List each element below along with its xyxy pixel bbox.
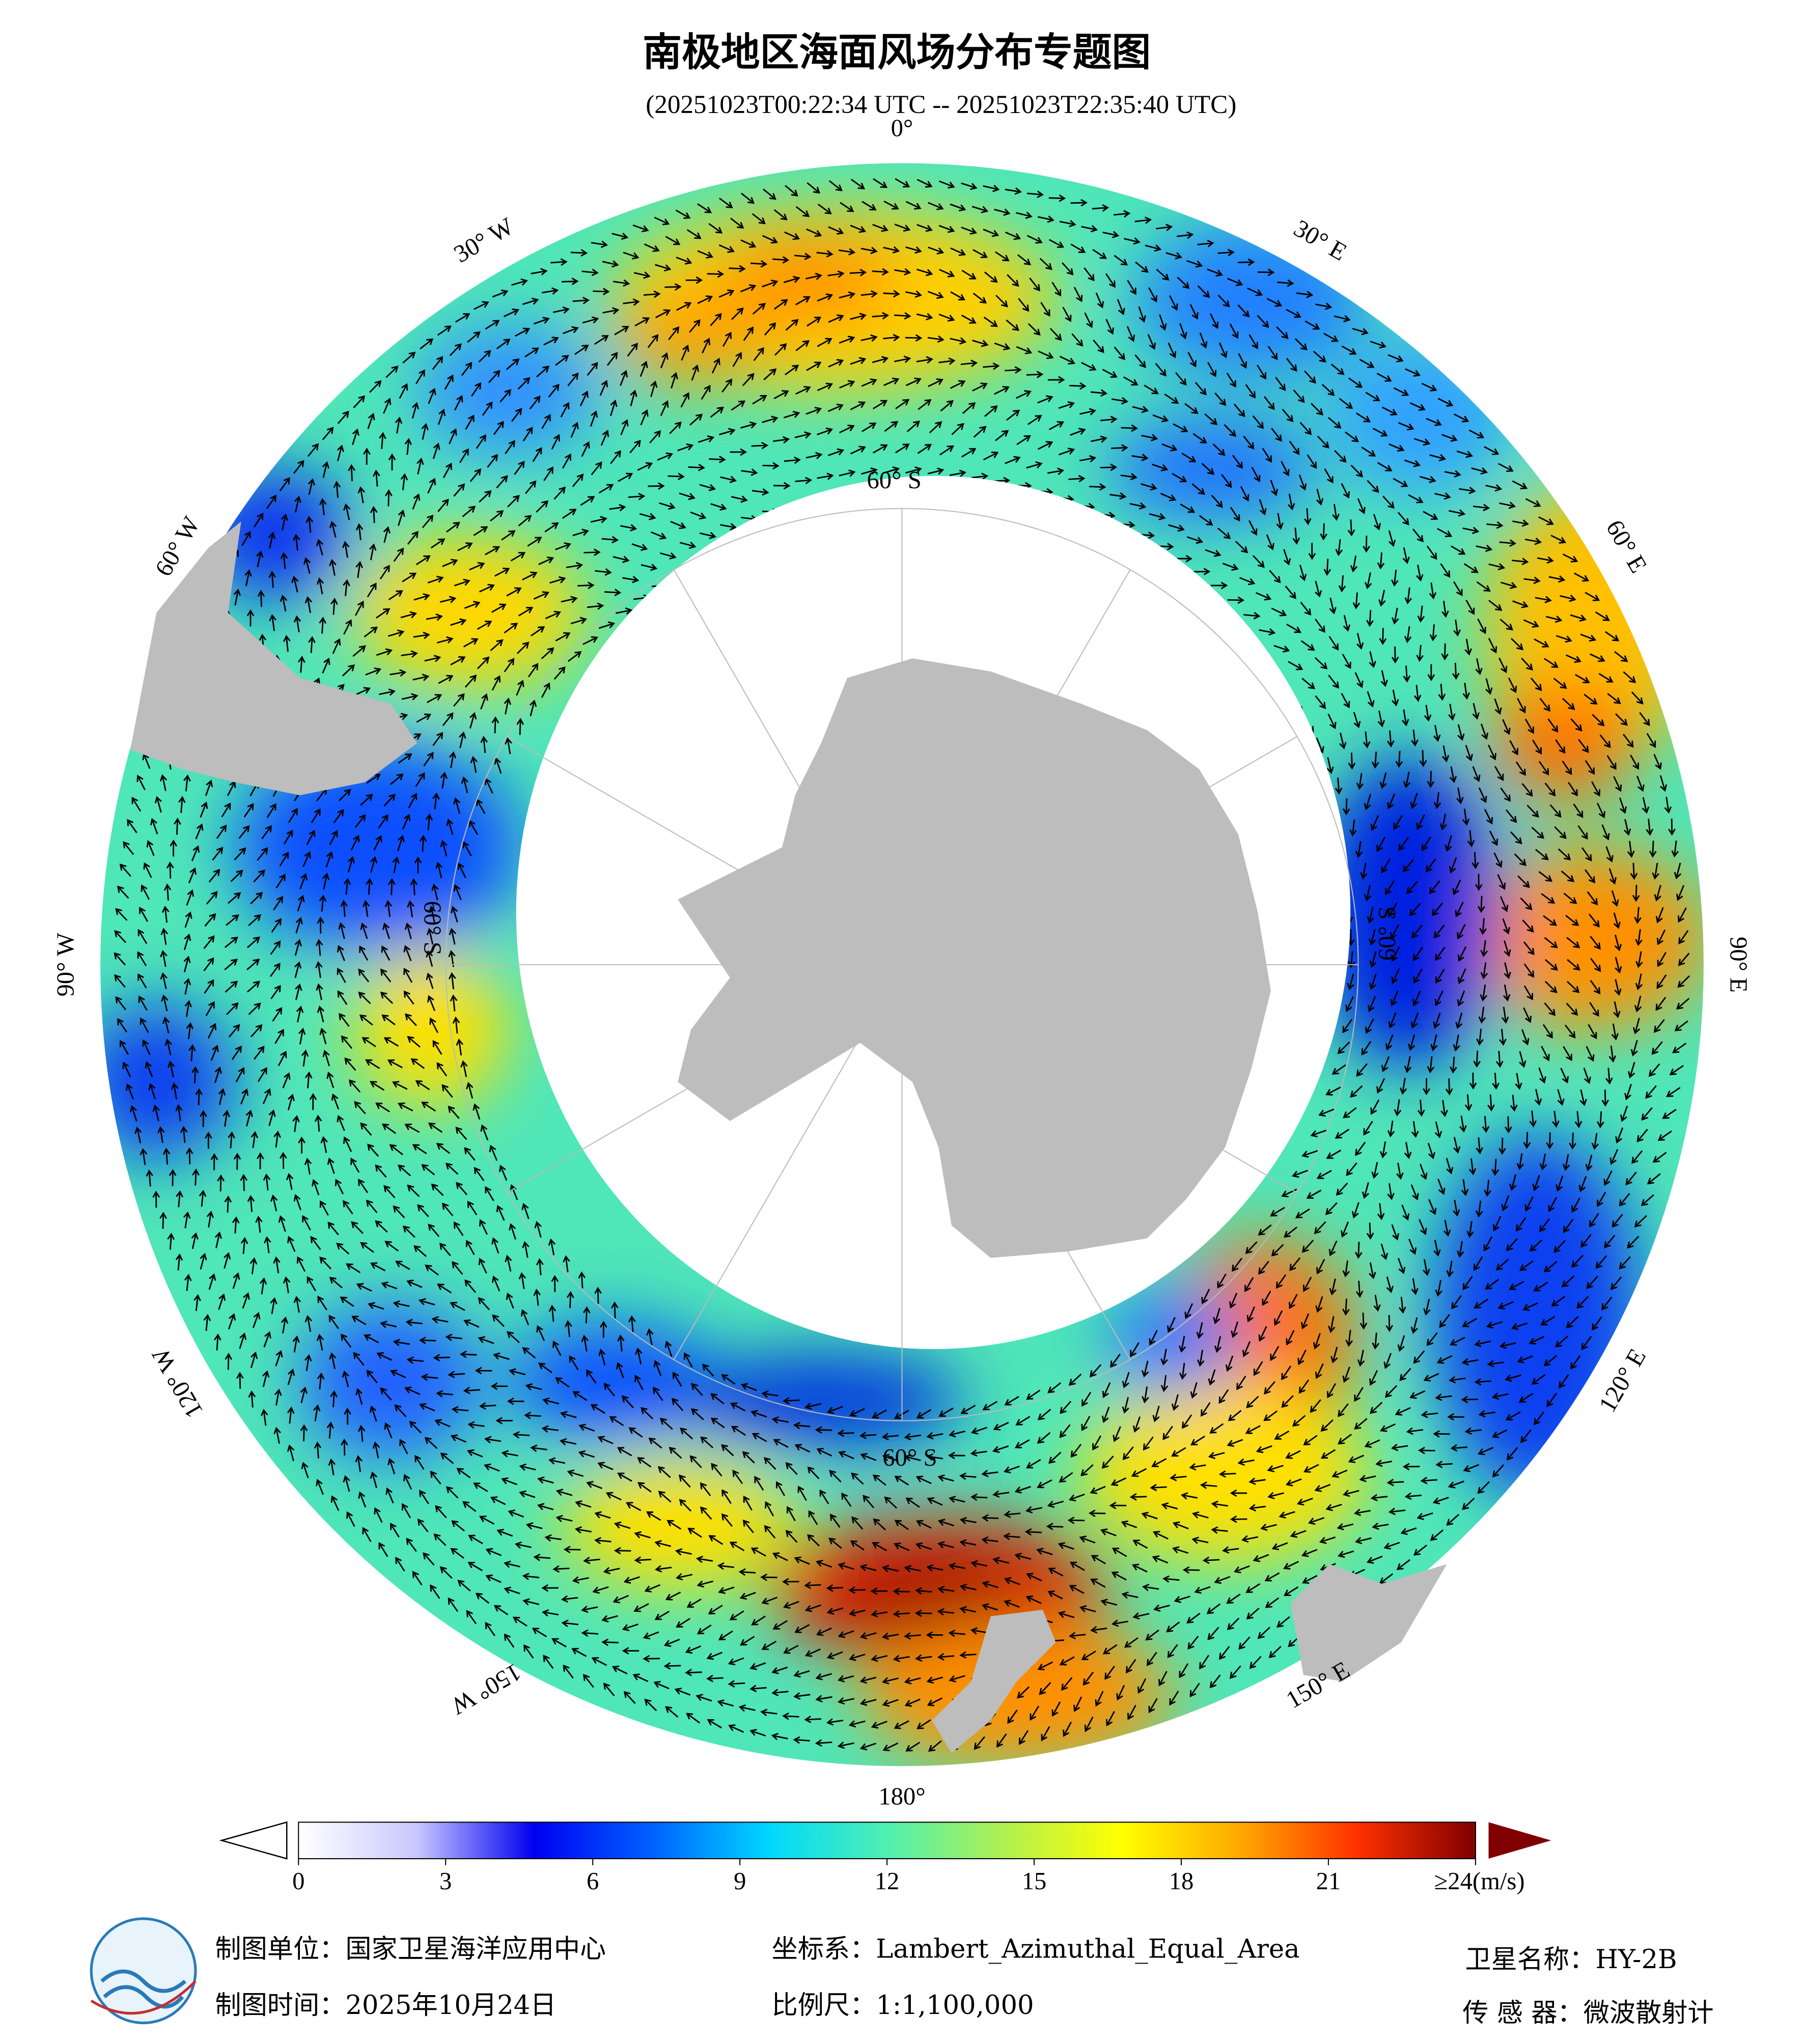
colorbar-tick-label: 15 (1022, 1867, 1047, 1895)
colorbar-tick-label: 18 (1169, 1867, 1194, 1895)
colorbar: 0 3 6 9 12 15 18 21 ≥24(m/s) (219, 1821, 1551, 1895)
colorbar-tick-label: 6 (587, 1867, 599, 1895)
longitude-label: 0° (891, 115, 913, 142)
footer-sensor: 传 感 器：微波散射计 (1462, 1998, 1713, 2028)
tasmania-australia (1290, 1564, 1447, 1682)
title: 南极地区海面风场分布专题图 (643, 30, 1151, 75)
footer-projection: 坐标系：Lambert_Azimuthal_Equal_Area (772, 1934, 1300, 1965)
longitude-label: 90° W (51, 933, 79, 996)
latitude-label: 60° S (882, 1444, 937, 1471)
latitude-label: 60° S (867, 466, 921, 494)
colorbar-tick-label: 21 (1316, 1867, 1341, 1895)
latitude-label: 60° S (1373, 906, 1401, 961)
colorbar-tick-label: 3 (439, 1867, 452, 1895)
colorbar-tick-label: 12 (875, 1867, 900, 1895)
colorbar-tick-label: 9 (734, 1867, 746, 1895)
colorbar-tick-label: 0 (292, 1867, 304, 1895)
logo (90, 1917, 197, 2025)
colorbar-bar (298, 1822, 1476, 1860)
footer-scale: 比例尺：1:1,100,000 (772, 1990, 1034, 2021)
antarctica (678, 658, 1271, 1258)
footer-unit: 制图单位：国家卫星海洋应用中心 (215, 1934, 606, 1965)
footer-satellite: 卫星名称：HY-2B (1465, 1944, 1677, 1975)
new-zealand (932, 1610, 1056, 1753)
latitude-label: 60° S (419, 901, 447, 956)
subtitle: (20251023T00:22:34 UTC -- 20251023T22:35… (646, 90, 1236, 119)
colorbar-high-arrow (1488, 1822, 1551, 1859)
colorbar-low-arrow (219, 1821, 288, 1860)
footer-date: 制图时间：2025年10月24日 (215, 1990, 556, 2021)
south-america (130, 521, 418, 796)
longitude-label: 90° E (1725, 937, 1753, 993)
wind-speed-patches (100, 209, 1704, 1767)
longitude-label: 180° (878, 1782, 925, 1810)
colorbar-tick-label: ≥24(m/s) (1434, 1867, 1525, 1895)
